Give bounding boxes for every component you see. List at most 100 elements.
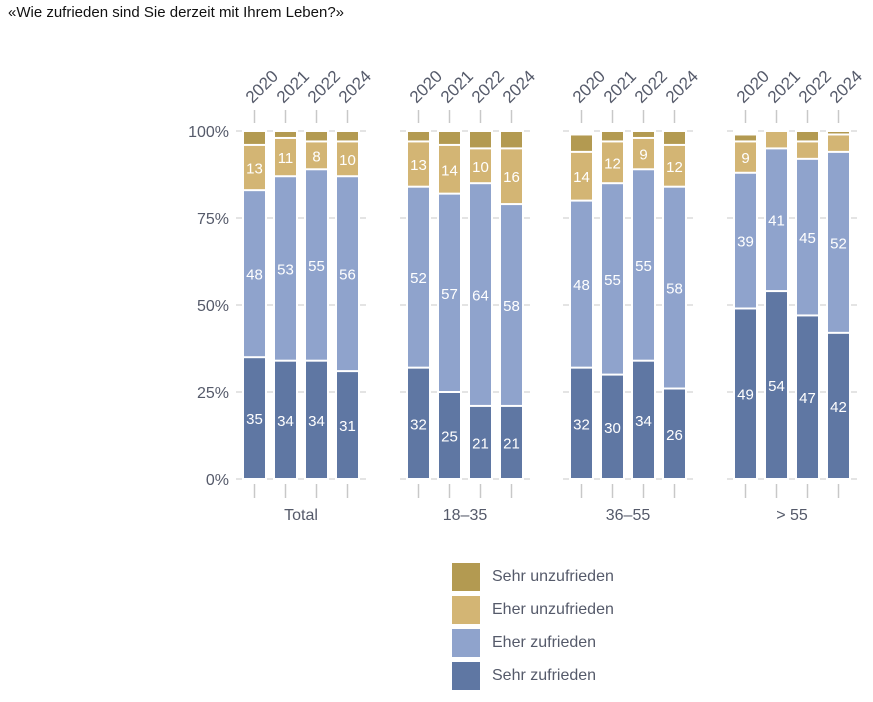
data-label: 34 [277, 413, 294, 430]
bar-segment-sehr-unzufrieden [275, 132, 296, 137]
data-label: 55 [604, 272, 621, 289]
bar-segment-eher-zufrieden [470, 184, 491, 405]
x-year-label: 2021 [600, 67, 640, 107]
y-tick-label: 0% [206, 472, 229, 489]
legend-label: Eher unzufrieden [492, 600, 614, 618]
bar-segment-eher-zufrieden [244, 191, 265, 357]
bar-segment-sehr-unzufrieden [244, 132, 265, 144]
bar-segment-eher-zufrieden [306, 170, 327, 360]
bar-segment-sehr-zufrieden [571, 368, 592, 478]
data-label: 13 [246, 161, 263, 178]
data-label: 16 [503, 169, 520, 186]
bar-segment-eher-zufrieden [766, 149, 787, 291]
x-year-label: 2024 [826, 67, 866, 107]
bar-segment-eher-unzufrieden [797, 142, 818, 158]
bar-segment-eher-zufrieden [408, 187, 429, 367]
data-label: 12 [666, 159, 683, 176]
bar-segment-sehr-zufrieden [275, 361, 296, 478]
bar-segment-sehr-unzufrieden [408, 132, 429, 141]
data-label: 52 [830, 235, 847, 252]
bar-segment-eher-zufrieden [828, 152, 849, 332]
x-year-label: 2024 [335, 67, 375, 107]
bar-segment-eher-unzufrieden [828, 135, 849, 151]
bar-segment-sehr-zufrieden [797, 316, 818, 478]
bar-segment-sehr-zufrieden [470, 406, 491, 478]
data-label: 41 [768, 213, 785, 230]
bar-segment-sehr-zufrieden [664, 389, 685, 478]
data-label: 30 [604, 420, 621, 437]
legend-label: Sehr zufrieden [492, 666, 597, 684]
bar-segment-sehr-unzufrieden [501, 132, 522, 148]
x-group-label: 18–35 [443, 507, 488, 524]
data-label: 9 [741, 150, 749, 167]
bar-segment-sehr-zufrieden [735, 309, 756, 478]
legend-swatch [452, 562, 480, 591]
bar-segment-sehr-unzufrieden [337, 132, 358, 141]
data-label: 42 [830, 399, 847, 416]
bar-segment-eher-unzufrieden [306, 142, 327, 169]
bar-segment-sehr-unzufrieden [306, 132, 327, 141]
stacked-bar-chart: 0% 25% 50% 75% 100% 2020 35 48 13 2021 34 53 11 2022 3… [188, 67, 866, 524]
x-year-label: 2021 [273, 67, 313, 107]
legend-swatch [452, 661, 480, 690]
bar-segment-sehr-zufrieden [244, 358, 265, 478]
bar-segment-eher-unzufrieden [408, 142, 429, 186]
legend-swatch [452, 595, 480, 624]
x-year-label: 2022 [304, 67, 344, 107]
bar-segment-eher-unzufrieden [766, 132, 787, 148]
bar-segment-eher-zufrieden [571, 201, 592, 367]
bar-segment-eher-unzufrieden [244, 145, 265, 190]
data-label: 48 [246, 267, 263, 284]
data-label: 12 [604, 155, 621, 172]
legend-item-eher-zufrieden: Eher zufrieden [452, 626, 614, 659]
bar-segment-eher-zufrieden [501, 205, 522, 405]
bar-segment-eher-unzufrieden [501, 149, 522, 204]
data-label: 8 [312, 148, 320, 165]
data-label: 35 [246, 411, 263, 428]
legend-item-eher-unzufrieden: Eher unzufrieden [452, 593, 614, 626]
bar-segment-sehr-unzufrieden [571, 135, 592, 151]
data-label: 55 [308, 258, 325, 275]
data-label: 21 [503, 435, 520, 452]
data-label: 56 [339, 267, 356, 284]
y-tick-label: 75% [197, 211, 229, 228]
legend-label: Sehr unzufrieden [492, 567, 614, 585]
x-year-label: 2020 [406, 67, 446, 107]
bar-segment-sehr-zufrieden [439, 393, 460, 478]
bar-segment-sehr-zufrieden [602, 375, 623, 478]
bar-segment-sehr-zufrieden [828, 333, 849, 478]
x-group-label: Total [284, 507, 318, 524]
data-label: 14 [573, 169, 590, 186]
x-group-label: 36–55 [606, 507, 651, 524]
bar-segment-eher-unzufrieden [275, 138, 296, 176]
x-year-label: 2021 [764, 67, 804, 107]
data-label: 58 [666, 281, 683, 298]
x-year-label: 2020 [242, 67, 282, 107]
bar-segment-sehr-unzufrieden [797, 132, 818, 141]
data-label: 57 [441, 286, 458, 303]
data-label: 34 [308, 413, 325, 430]
bar-segment-eher-zufrieden [337, 177, 358, 371]
bar-segment-eher-unzufrieden [664, 145, 685, 186]
bar-segment-sehr-zufrieden [766, 292, 787, 478]
data-label: 48 [573, 277, 590, 294]
data-label: 14 [441, 162, 458, 179]
data-label: 31 [339, 418, 356, 435]
data-label: 39 [737, 234, 754, 251]
bar-segment-eher-unzufrieden [571, 152, 592, 200]
x-year-label: 2024 [662, 67, 702, 107]
bar-segment-eher-unzufrieden [337, 142, 358, 176]
x-year-label: 2020 [569, 67, 609, 107]
bar-segment-eher-unzufrieden [633, 138, 654, 169]
legend-item-sehr-unzufrieden: Sehr unzufrieden [452, 560, 614, 593]
bar-segment-eher-unzufrieden [470, 149, 491, 183]
legend: Sehr unzufrieden Eher unzufrieden Eher z… [452, 560, 614, 692]
bar-segment-eher-zufrieden [797, 159, 818, 315]
bar-segment-eher-unzufrieden [439, 145, 460, 193]
data-label: 47 [799, 390, 816, 407]
legend-item-sehr-zufrieden: Sehr zufrieden [452, 659, 614, 692]
bar-segment-sehr-unzufrieden [735, 135, 756, 141]
y-tick-label: 25% [197, 385, 229, 402]
bar-segment-sehr-zufrieden [337, 372, 358, 478]
data-label: 49 [737, 387, 754, 404]
